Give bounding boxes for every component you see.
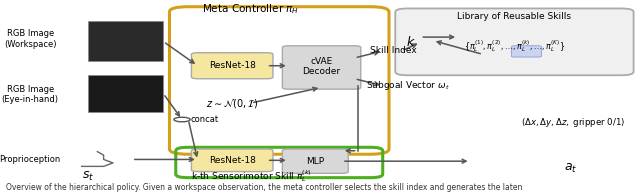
- Text: ResNet-18: ResNet-18: [209, 156, 255, 165]
- Text: $z \sim \mathcal{N}(0, \mathcal{I})$: $z \sim \mathcal{N}(0, \mathcal{I})$: [206, 97, 258, 110]
- Text: k-th Sensorimotor Skill $\pi_L^{(k)}$: k-th Sensorimotor Skill $\pi_L^{(k)}$: [191, 168, 312, 184]
- Text: Proprioception: Proprioception: [0, 155, 61, 164]
- FancyBboxPatch shape: [396, 8, 634, 75]
- Text: $(\Delta x, \Delta y, \Delta z,$ gripper $0/1)$: $(\Delta x, \Delta y, \Delta z,$ gripper…: [521, 116, 625, 129]
- Text: Subgoal Vector $\omega_t$: Subgoal Vector $\omega_t$: [367, 79, 450, 92]
- Text: cVAE
Decoder: cVAE Decoder: [302, 57, 340, 76]
- Text: Skill Index: Skill Index: [370, 46, 417, 55]
- Text: RGB Image
(Workspace): RGB Image (Workspace): [4, 29, 56, 49]
- Text: Meta Controller $\pi_H$: Meta Controller $\pi_H$: [202, 2, 300, 16]
- Text: $k$: $k$: [406, 35, 416, 49]
- FancyBboxPatch shape: [282, 149, 348, 173]
- Text: Overview of the hierarchical policy. Given a workspace observation, the meta con: Overview of the hierarchical policy. Giv…: [6, 183, 523, 192]
- Bar: [88, 21, 163, 61]
- Circle shape: [174, 117, 190, 122]
- Text: $s_t$: $s_t$: [82, 170, 94, 183]
- Bar: [88, 75, 163, 112]
- Text: $a_t$: $a_t$: [564, 162, 577, 175]
- Text: Library of Reusable Skills: Library of Reusable Skills: [458, 12, 572, 21]
- Text: ResNet-18: ResNet-18: [209, 61, 255, 70]
- FancyBboxPatch shape: [191, 53, 273, 79]
- Text: $\{\pi_L^{(1)},\pi_L^{(2)},\ldots,\pi_L^{(k)},\ldots,\pi_L^{(K)}\}$: $\{\pi_L^{(1)},\pi_L^{(2)},\ldots,\pi_L^…: [464, 38, 565, 53]
- Text: concat: concat: [190, 115, 218, 124]
- Text: RGB Image
(Eye-in-hand): RGB Image (Eye-in-hand): [2, 85, 59, 104]
- Text: MLP: MLP: [306, 157, 324, 166]
- FancyBboxPatch shape: [511, 46, 541, 57]
- FancyBboxPatch shape: [282, 46, 361, 89]
- FancyBboxPatch shape: [191, 149, 273, 172]
